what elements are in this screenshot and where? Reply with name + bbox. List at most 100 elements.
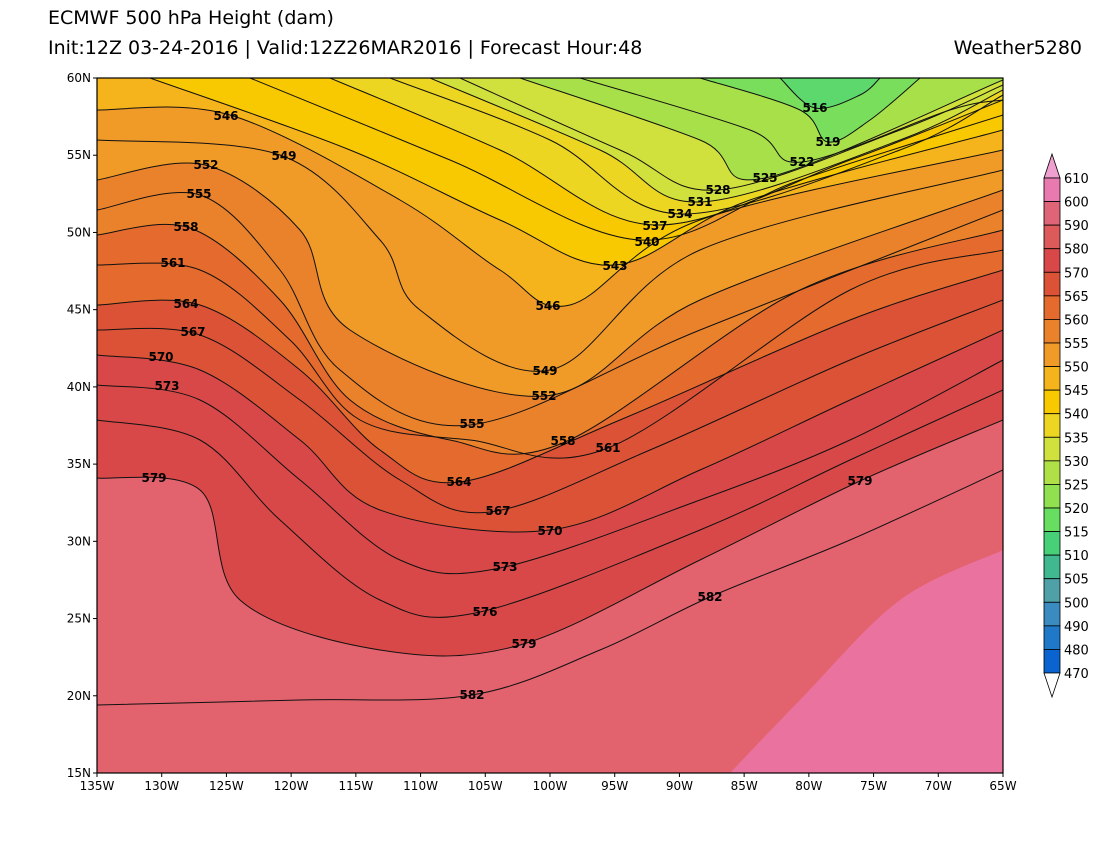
- map-subtitle: Init:12Z 03-24-2016 | Valid:12Z26MAR2016…: [48, 37, 642, 59]
- colorbar-label: 545: [1064, 384, 1089, 399]
- colorbar-box: [1043, 342, 1061, 367]
- contour-label: 528: [705, 183, 730, 197]
- colorbar-label: 525: [1064, 478, 1089, 493]
- contour-label: 561: [160, 256, 185, 270]
- colorbar-box: [1043, 319, 1061, 344]
- contour-line: [329, 78, 1003, 226]
- contour-label: 573: [154, 379, 179, 393]
- contour-label: 519: [815, 135, 840, 149]
- colorbar-top: [1043, 152, 1061, 179]
- contour-line: [97, 162, 1003, 397]
- colorbar-box: [1043, 531, 1061, 556]
- lon-label: 100W: [533, 779, 568, 793]
- colorbar-label: 470: [1064, 667, 1089, 682]
- contour-label: 573: [492, 560, 517, 574]
- colorbar-box: [1043, 460, 1061, 485]
- colorbar-box: [1043, 248, 1061, 273]
- contour-label: 534: [667, 207, 692, 221]
- contour-label: 576: [472, 605, 497, 619]
- lat-label: 55N: [67, 148, 91, 162]
- lat-label: 40N: [67, 380, 91, 394]
- lat-label: 35N: [67, 457, 91, 471]
- colorbar-box: [1043, 177, 1061, 202]
- colorbar-label: 590: [1064, 219, 1089, 234]
- contour-label: 567: [180, 325, 205, 339]
- lat-label: 20N: [67, 689, 91, 703]
- lat-label: 25N: [67, 612, 91, 626]
- contour-label: 579: [141, 471, 166, 485]
- colorbar-label: 515: [1064, 526, 1089, 541]
- map-area: 5465495525555585615645675705735795165195…: [97, 78, 1003, 773]
- contour-label: 570: [537, 524, 562, 538]
- contour-label: 546: [535, 299, 560, 313]
- contour-label: 570: [148, 350, 173, 364]
- contour-line: [97, 191, 1003, 427]
- colorbar-label: 490: [1064, 620, 1089, 635]
- contour-label: 552: [193, 158, 218, 172]
- colorbar-box: [1043, 224, 1061, 250]
- contour-line: [429, 78, 1003, 203]
- colorbar-box: [1043, 554, 1061, 580]
- colorbar-label: 480: [1064, 643, 1089, 658]
- colorbar-label: 580: [1064, 243, 1089, 258]
- contour-line: [699, 78, 921, 143]
- colorbar-label: 550: [1064, 361, 1089, 376]
- colorbar-label: 500: [1064, 596, 1089, 611]
- contour-label: 549: [271, 149, 296, 163]
- lon-label: 135W: [80, 779, 115, 793]
- colorbar-label: 555: [1064, 337, 1089, 352]
- contour-line: [579, 78, 1003, 163]
- contour-label: 552: [531, 389, 556, 403]
- contour-line: [97, 106, 1003, 308]
- lat-label: 60N: [67, 71, 91, 85]
- contour-label: 555: [459, 417, 484, 431]
- colorbar-label: 535: [1064, 431, 1089, 446]
- height-fill: [730, 550, 1003, 773]
- contour-line: [249, 78, 1003, 241]
- contour-line: [97, 249, 1003, 459]
- colorbar-label: 560: [1064, 313, 1089, 328]
- lat-label: 15N: [67, 766, 91, 780]
- lon-label: 70W: [925, 779, 952, 793]
- colorbar: 610 600 590 580 570 565 560 555 550 545 540 535 530 5…: [1043, 152, 1089, 699]
- colorbar-label: 510: [1064, 549, 1089, 564]
- colorbar-box: [1043, 413, 1061, 438]
- contour-label: 561: [595, 441, 620, 455]
- lon-label: 80W: [795, 779, 822, 793]
- colorbar-box: [1043, 295, 1061, 320]
- contour-label: 522: [789, 155, 814, 169]
- contour-line: [97, 139, 1003, 372]
- lat-label: 50N: [67, 225, 91, 239]
- contour-line: [519, 78, 1003, 181]
- contour-line: [779, 78, 881, 109]
- colorbar-label: 570: [1064, 266, 1089, 281]
- contour-label: 516: [802, 101, 827, 115]
- lon-label: 120W: [274, 779, 309, 793]
- colorbar-label: 505: [1064, 573, 1089, 588]
- colorbar-bottom: [1043, 672, 1061, 699]
- lon-label: 105W: [468, 779, 503, 793]
- colorbar-label: 600: [1064, 196, 1089, 211]
- colorbar-box: [1043, 271, 1061, 297]
- contour-line: [97, 389, 1003, 618]
- contour-label: 582: [459, 688, 484, 702]
- contour-label: 582: [697, 590, 722, 604]
- contour-label: 558: [550, 434, 575, 448]
- colorbar-box: [1043, 507, 1061, 532]
- contour-label: 540: [634, 235, 659, 249]
- colorbar-box: [1043, 625, 1061, 650]
- lat-label: 45N: [67, 303, 91, 317]
- contour-label: 564: [446, 475, 471, 489]
- contour-label: 558: [173, 220, 198, 234]
- colorbar-label: 540: [1064, 408, 1089, 423]
- colorbar-box: [1043, 436, 1061, 462]
- height-fill: [780, 78, 880, 109]
- colorbar-box: [1043, 389, 1061, 415]
- contour-line: [459, 78, 1003, 191]
- contour-label: 546: [213, 109, 238, 123]
- colorbar-box: [1043, 366, 1061, 391]
- contour-line: [97, 469, 1003, 706]
- colorbar-label: 610: [1064, 172, 1089, 187]
